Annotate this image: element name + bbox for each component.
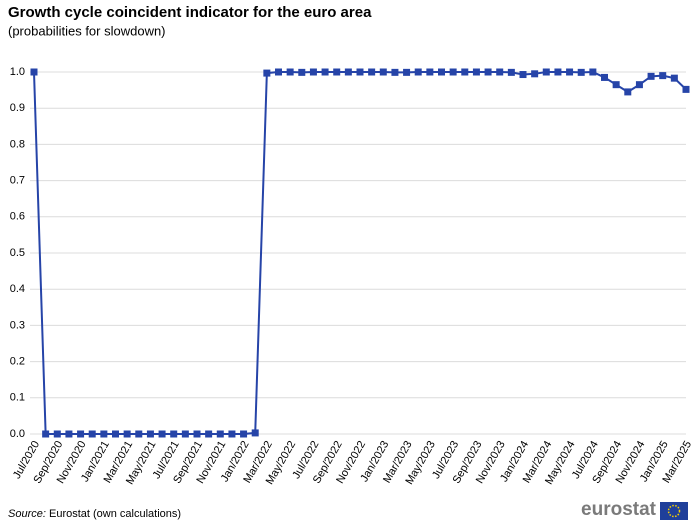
data-point bbox=[356, 68, 364, 76]
data-point bbox=[484, 68, 492, 76]
data-point bbox=[344, 68, 352, 76]
data-point bbox=[158, 430, 166, 438]
data-point bbox=[403, 68, 411, 76]
data-point bbox=[193, 430, 201, 438]
data-point bbox=[298, 68, 306, 76]
data-point bbox=[251, 429, 259, 437]
data-point bbox=[275, 68, 282, 76]
y-tick-label: 0.2 bbox=[10, 356, 25, 368]
data-point bbox=[542, 68, 550, 76]
y-tick-label: 0.8 bbox=[10, 138, 25, 150]
data-point bbox=[368, 68, 376, 76]
data-point bbox=[216, 430, 224, 438]
data-point bbox=[554, 68, 562, 76]
y-tick-label: 0.1 bbox=[10, 392, 25, 404]
data-point bbox=[77, 430, 85, 438]
data-point bbox=[438, 68, 445, 76]
y-tick-label: 0.0 bbox=[10, 428, 25, 440]
y-tick-label: 0.9 bbox=[10, 102, 25, 114]
data-point bbox=[146, 430, 154, 438]
source-text: Eurostat (own calculations) bbox=[49, 508, 181, 520]
data-point bbox=[30, 68, 38, 76]
data-point bbox=[391, 68, 399, 76]
data-point bbox=[170, 430, 178, 438]
data-point bbox=[123, 430, 131, 438]
data-point bbox=[112, 430, 119, 438]
eu-stars bbox=[667, 504, 681, 518]
chart-title: Growth cycle coincident indicator for th… bbox=[8, 4, 372, 21]
source-label: Source: bbox=[8, 508, 46, 520]
y-tick-label: 0.5 bbox=[10, 247, 25, 259]
data-point bbox=[42, 430, 50, 438]
data-point bbox=[449, 68, 457, 76]
data-point bbox=[601, 73, 608, 81]
data-point bbox=[228, 430, 236, 438]
data-point bbox=[635, 81, 643, 89]
chart-subtitle: (probabilities for slowdown) bbox=[8, 23, 166, 38]
data-point bbox=[53, 430, 61, 438]
data-point bbox=[519, 71, 527, 79]
data-point bbox=[472, 68, 480, 76]
data-point bbox=[670, 74, 678, 82]
data-point bbox=[682, 85, 690, 93]
data-point bbox=[135, 430, 143, 438]
data-point bbox=[612, 81, 620, 89]
data-point bbox=[263, 69, 271, 77]
data-point bbox=[461, 68, 469, 76]
data-point bbox=[205, 430, 213, 438]
data-point bbox=[333, 68, 341, 76]
data-point bbox=[659, 72, 667, 80]
data-point bbox=[181, 430, 189, 438]
data-point bbox=[624, 88, 632, 96]
data-point bbox=[531, 70, 539, 78]
data-point bbox=[577, 68, 585, 76]
data-point bbox=[647, 72, 655, 80]
data-point bbox=[100, 430, 108, 438]
y-tick-label: 0.3 bbox=[10, 319, 25, 331]
data-point bbox=[414, 68, 422, 76]
data-point bbox=[426, 68, 434, 76]
data-point bbox=[88, 430, 96, 438]
data-point bbox=[240, 430, 248, 438]
data-point bbox=[379, 68, 387, 76]
data-point bbox=[589, 68, 597, 76]
data-point bbox=[286, 68, 294, 76]
data-point bbox=[496, 68, 504, 76]
data-point bbox=[507, 68, 515, 76]
y-tick-label: 0.7 bbox=[10, 175, 25, 187]
data-point bbox=[65, 430, 73, 438]
source: Source: Eurostat (own calculations) bbox=[8, 508, 181, 520]
y-tick-label: 0.6 bbox=[10, 211, 25, 223]
eu-flag bbox=[660, 502, 688, 520]
y-tick-label: 1.0 bbox=[10, 66, 25, 78]
data-point bbox=[309, 68, 317, 76]
data-point bbox=[321, 68, 329, 76]
data-point bbox=[566, 68, 574, 76]
logo-text: eurostat bbox=[581, 499, 657, 520]
y-tick-label: 0.4 bbox=[10, 283, 25, 295]
